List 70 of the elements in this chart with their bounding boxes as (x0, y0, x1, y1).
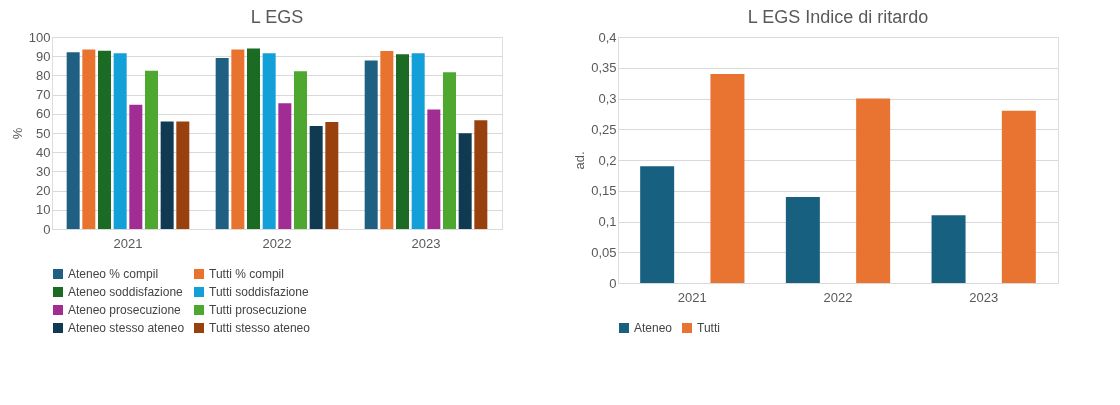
x-tick-label: 2021 (677, 289, 707, 305)
legend-label: Ateneo prosecuzione (68, 303, 182, 317)
bar (640, 166, 675, 283)
bar (364, 60, 378, 229)
x-tick-label: 2023 (969, 289, 999, 305)
y-axis-title: % (9, 127, 25, 140)
bar (1001, 110, 1036, 283)
bar (458, 133, 472, 229)
legend-label: Tutti % compil (209, 267, 284, 281)
bar (710, 73, 745, 283)
y-tick-label: 40 (36, 144, 51, 160)
y-tick-label: 100 (28, 29, 51, 45)
bar (160, 121, 174, 229)
bar (262, 53, 276, 229)
bar (82, 49, 96, 229)
y-tick-label: 0 (43, 221, 51, 237)
bar (427, 109, 441, 229)
y-tick-label: 0,25 (591, 121, 617, 137)
y-tick-label: 0,15 (591, 183, 617, 199)
bar (856, 98, 891, 283)
bar (278, 103, 292, 229)
y-tick-label: 50 (36, 125, 51, 141)
y-tick-label: 0,3 (598, 91, 617, 106)
chart-title: L EGS (250, 7, 304, 27)
chart-title: L EGS Indice di ritardo (747, 7, 929, 27)
legend-label: Tutti soddisfazione (209, 285, 309, 299)
bar (231, 49, 245, 229)
bar (247, 48, 260, 229)
y-tick-label: 0,2 (598, 152, 617, 168)
bar (294, 71, 307, 229)
y-tick-label: 0,4 (598, 29, 617, 45)
y-tick-label: 0,1 (598, 214, 617, 229)
bar (309, 126, 323, 229)
x-tick-label: 2022 (823, 289, 853, 305)
bar (325, 122, 339, 229)
x-tick-label: 2021 (113, 235, 143, 251)
x-tick-label: 2022 (262, 235, 292, 251)
y-tick-label: 0,05 (591, 244, 617, 260)
bar (443, 72, 456, 229)
y-tick-label: 80 (36, 67, 51, 83)
y-tick-label: 0 (609, 275, 617, 291)
x-tick-label: 2023 (411, 235, 441, 251)
bar (66, 52, 80, 229)
bar (129, 104, 143, 229)
y-tick-label: 90 (36, 48, 51, 64)
bar (113, 53, 127, 229)
legend-label: Ateneo stesso ateneo (68, 321, 185, 335)
y-axis-title: ad. (572, 151, 588, 170)
y-tick-label: 10 (36, 202, 51, 218)
bar (380, 51, 394, 229)
bar (215, 58, 229, 229)
bar (785, 196, 820, 283)
bar (144, 70, 158, 229)
y-tick-label: 30 (36, 163, 51, 179)
bar (474, 120, 488, 229)
bar (411, 53, 425, 229)
legend-label: Ateneo % compil (68, 267, 159, 281)
bar (176, 121, 190, 229)
y-tick-label: 0,35 (591, 60, 617, 76)
legend-label: Tutti stesso ateneo (209, 321, 311, 335)
legend-label: Tutti prosecuzione (209, 303, 307, 317)
legend-label: Ateneo soddisfazione (68, 285, 184, 299)
y-tick-label: 20 (36, 183, 51, 199)
bar (98, 50, 111, 229)
legend-label: Ateneo (634, 321, 673, 335)
bar (396, 54, 410, 229)
bar (931, 215, 966, 283)
legend-label: Tutti (697, 321, 720, 335)
y-tick-label: 70 (36, 87, 51, 103)
y-tick-label: 60 (36, 106, 51, 122)
